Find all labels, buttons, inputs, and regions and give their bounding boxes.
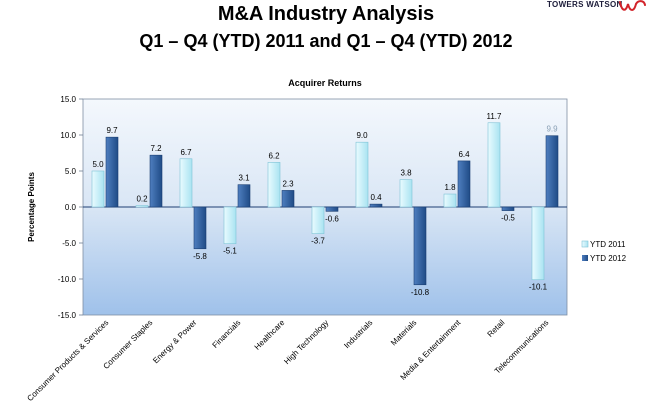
data-label-ytd-2012-high-technology: -0.6 [325, 214, 339, 223]
bar-ytd-2011-healthcare [267, 162, 281, 208]
data-label-ytd-2011-high-technology: -3.7 [311, 237, 325, 246]
bar-ytd-2011-financials [223, 206, 237, 245]
data-label-ytd-2012-healthcare: 2.3 [282, 179, 294, 188]
x-tick-label-retail: Retail [486, 318, 507, 339]
bar-ytd-2011-energy-power [179, 158, 193, 208]
bar-ytd-2012-consumer-products-services [105, 136, 119, 208]
x-tick-label-financials: Financials [211, 318, 243, 350]
legend-label-ytd-2011: YTD 2011 [590, 240, 626, 249]
bar-ytd-2012-media-entertainment [457, 160, 471, 208]
data-label-ytd-2011-retail: 11.7 [487, 112, 503, 121]
bar-ytd-2011-consumer-products-services [91, 170, 105, 208]
y-tick-label: 5.0 [65, 167, 77, 176]
bar-ytd-2011-consumer-staples [135, 205, 149, 208]
legend-swatch-ytd-2011 [581, 240, 589, 248]
bar-ytd-2011-retail [487, 122, 501, 208]
data-label-ytd-2012-energy-power: -5.8 [193, 252, 207, 261]
bar-ytd-2011-media-entertainment [443, 193, 457, 208]
data-label-ytd-2011-healthcare: 6.2 [268, 151, 280, 160]
x-tick-label-energy-power: Energy & Power [151, 318, 198, 365]
y-tick-label: -5.0 [62, 239, 76, 248]
data-label-ytd-2011-financials: -5.1 [223, 247, 237, 256]
legend-label-ytd-2012: YTD 2012 [590, 254, 627, 263]
chart-title: Acquirer Returns [288, 78, 362, 88]
y-tick-label: 0.0 [65, 203, 77, 212]
data-label-ytd-2011-materials: 3.8 [400, 169, 412, 178]
x-tick-label-healthcare: Healthcare [253, 318, 287, 352]
bar-ytd-2011-materials [399, 179, 413, 208]
bar-ytd-2012-retail [501, 206, 515, 211]
bar-ytd-2012-energy-power [193, 206, 207, 250]
data-label-ytd-2012-financials: 3.1 [238, 174, 250, 183]
x-tick-label-materials: Materials [389, 318, 418, 347]
x-tick-label-consumer-products-services: Consumer Products & Services [25, 318, 110, 403]
data-label-ytd-2012-industrials: 0.4 [370, 193, 382, 202]
data-label-ytd-2011-media-entertainment: 1.8 [444, 183, 456, 192]
y-tick-label: 15.0 [60, 95, 76, 104]
data-label-ytd-2011-telecommunications: -10.1 [529, 283, 548, 292]
legend-swatch-ytd-2012 [582, 255, 588, 261]
data-label-ytd-2012-materials: -10.8 [411, 288, 430, 297]
bar-ytd-2012-industrials [369, 203, 383, 208]
page-title: M&A Industry Analysis [217, 3, 435, 25]
y-tick-label: -10.0 [58, 275, 77, 284]
bar-ytd-2012-financials [237, 184, 251, 208]
data-label-ytd-2011-consumer-staples: 0.2 [136, 195, 148, 204]
x-tick-label-industrials: Industrials [342, 318, 374, 350]
page-subtitle: Q1 – Q4 (YTD) 2011 and Q1 – Q4 (YTD) 201… [139, 31, 513, 51]
data-label-ytd-2012-telecommunications: 9.9 [546, 125, 558, 134]
data-label-ytd-2012-media-entertainment: 6.4 [458, 150, 470, 159]
bar-ytd-2012-materials [413, 206, 427, 286]
bar-ytd-2012-consumer-staples [149, 154, 163, 208]
bar-ytd-2011-high-technology [311, 206, 325, 234]
legend: YTD 2011 YTD 2012 [581, 240, 627, 263]
bar-ytd-2011-industrials [355, 141, 369, 208]
data-label-ytd-2012-consumer-staples: 7.2 [150, 144, 162, 153]
brand-logo-text: TOWERS WATSON [547, 0, 623, 9]
bar-ytd-2012-high-technology [325, 206, 339, 212]
x-tick-label-consumer-staples: Consumer Staples [102, 318, 155, 371]
data-label-ytd-2011-industrials: 9.0 [356, 131, 368, 140]
y-tick-label: 10.0 [60, 131, 76, 140]
y-axis-title: Percentage Points [27, 172, 36, 242]
bar-ytd-2011-telecommunications [531, 206, 545, 281]
data-label-ytd-2011-consumer-products-services: 5.0 [92, 160, 104, 169]
data-label-ytd-2011-energy-power: 6.7 [180, 148, 192, 157]
brand-logo-icon [619, 0, 646, 11]
data-label-ytd-2012-retail: -0.5 [501, 214, 515, 223]
bar-ytd-2012-telecommunications [545, 135, 559, 208]
data-label-ytd-2012-consumer-products-services: 9.7 [106, 126, 118, 135]
bar-ytd-2012-healthcare [281, 190, 295, 208]
x-tick-label-high-technology: High Technology [282, 318, 330, 366]
y-tick-label: -15.0 [58, 311, 77, 320]
